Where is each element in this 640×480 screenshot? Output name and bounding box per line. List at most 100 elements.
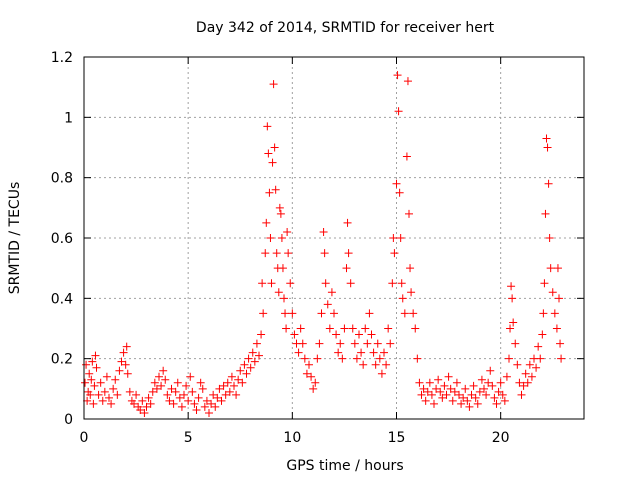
data-point	[548, 288, 557, 297]
data-point	[265, 188, 274, 197]
data-point	[400, 309, 409, 318]
data-point	[438, 393, 447, 402]
data-point	[163, 390, 172, 399]
data-point	[140, 408, 149, 417]
data-point	[430, 399, 438, 408]
data-point	[184, 396, 193, 405]
data-point	[123, 369, 132, 378]
data-point	[336, 339, 345, 348]
data-point	[395, 188, 404, 197]
data-point	[432, 384, 441, 393]
data-point	[403, 77, 412, 86]
data-point	[536, 354, 545, 363]
data-point	[490, 393, 499, 402]
data-point	[502, 372, 511, 381]
data-point	[113, 390, 122, 399]
data-point	[211, 402, 220, 411]
data-point	[357, 348, 366, 357]
data-point	[442, 390, 451, 399]
data-point	[534, 342, 543, 351]
data-point	[246, 363, 255, 372]
data-point	[296, 324, 305, 333]
data-point	[523, 378, 532, 387]
data-point	[277, 234, 286, 242]
data-point	[155, 372, 163, 381]
data-point	[525, 360, 534, 369]
data-point	[198, 384, 207, 393]
data-point	[507, 282, 516, 291]
data-point	[102, 372, 111, 381]
data-point	[505, 354, 513, 363]
data-point	[342, 264, 351, 273]
data-point	[148, 387, 157, 396]
y-tick-label: 0	[64, 412, 73, 428]
data-point	[343, 218, 352, 227]
data-point	[436, 387, 445, 396]
data-point	[138, 396, 147, 405]
data-point	[411, 324, 420, 333]
data-point	[355, 330, 363, 339]
data-point	[545, 234, 554, 242]
data-point	[132, 390, 141, 399]
data-point	[386, 339, 395, 348]
data-point	[509, 318, 518, 327]
data-point	[320, 249, 329, 258]
data-point	[552, 324, 561, 333]
data-point	[330, 309, 338, 318]
data-point	[130, 399, 138, 408]
data-point	[209, 390, 218, 399]
data-point	[272, 249, 281, 258]
data-point	[263, 122, 272, 131]
data-point	[234, 375, 243, 384]
data-point	[396, 234, 405, 242]
data-point	[268, 158, 277, 167]
data-point	[409, 309, 418, 318]
data-point	[109, 384, 118, 393]
data-point	[258, 279, 267, 288]
data-point	[267, 279, 276, 288]
data-point	[508, 294, 517, 303]
data-point	[388, 279, 397, 288]
data-point	[406, 264, 415, 273]
data-point	[302, 369, 311, 378]
data-point	[417, 390, 426, 399]
data-point	[350, 339, 359, 348]
data-point	[484, 378, 493, 387]
data-point	[240, 360, 249, 369]
data-point	[494, 387, 503, 396]
data-point	[361, 324, 370, 333]
data-point	[532, 363, 541, 372]
data-point	[311, 378, 320, 387]
data-point	[271, 185, 280, 194]
data-point	[480, 384, 488, 393]
data-point	[275, 203, 284, 212]
data-point	[223, 378, 232, 387]
data-point	[307, 372, 316, 381]
data-point	[81, 378, 90, 387]
data-point	[119, 348, 128, 357]
data-point	[415, 378, 424, 387]
data-point	[444, 372, 453, 381]
y-axis-label: SRMTID / TECUs	[7, 182, 23, 295]
data-point	[506, 324, 515, 333]
data-point	[90, 381, 99, 390]
data-point	[461, 384, 470, 393]
data-point	[150, 378, 159, 387]
data-point	[284, 249, 293, 258]
data-point	[257, 330, 266, 339]
data-point	[553, 264, 562, 273]
data-point	[471, 393, 480, 402]
data-point	[190, 399, 199, 408]
data-point	[394, 107, 403, 116]
data-point	[107, 399, 116, 408]
chart-title: Day 342 of 2014, SRMTID for receiver her…	[196, 20, 495, 36]
data-point	[86, 390, 95, 399]
data-point	[413, 354, 422, 363]
data-point	[242, 369, 251, 378]
data-point	[346, 279, 355, 288]
data-point	[186, 372, 195, 381]
data-point	[250, 357, 259, 366]
data-point	[382, 360, 391, 369]
data-point	[215, 384, 224, 393]
data-point	[486, 366, 495, 375]
